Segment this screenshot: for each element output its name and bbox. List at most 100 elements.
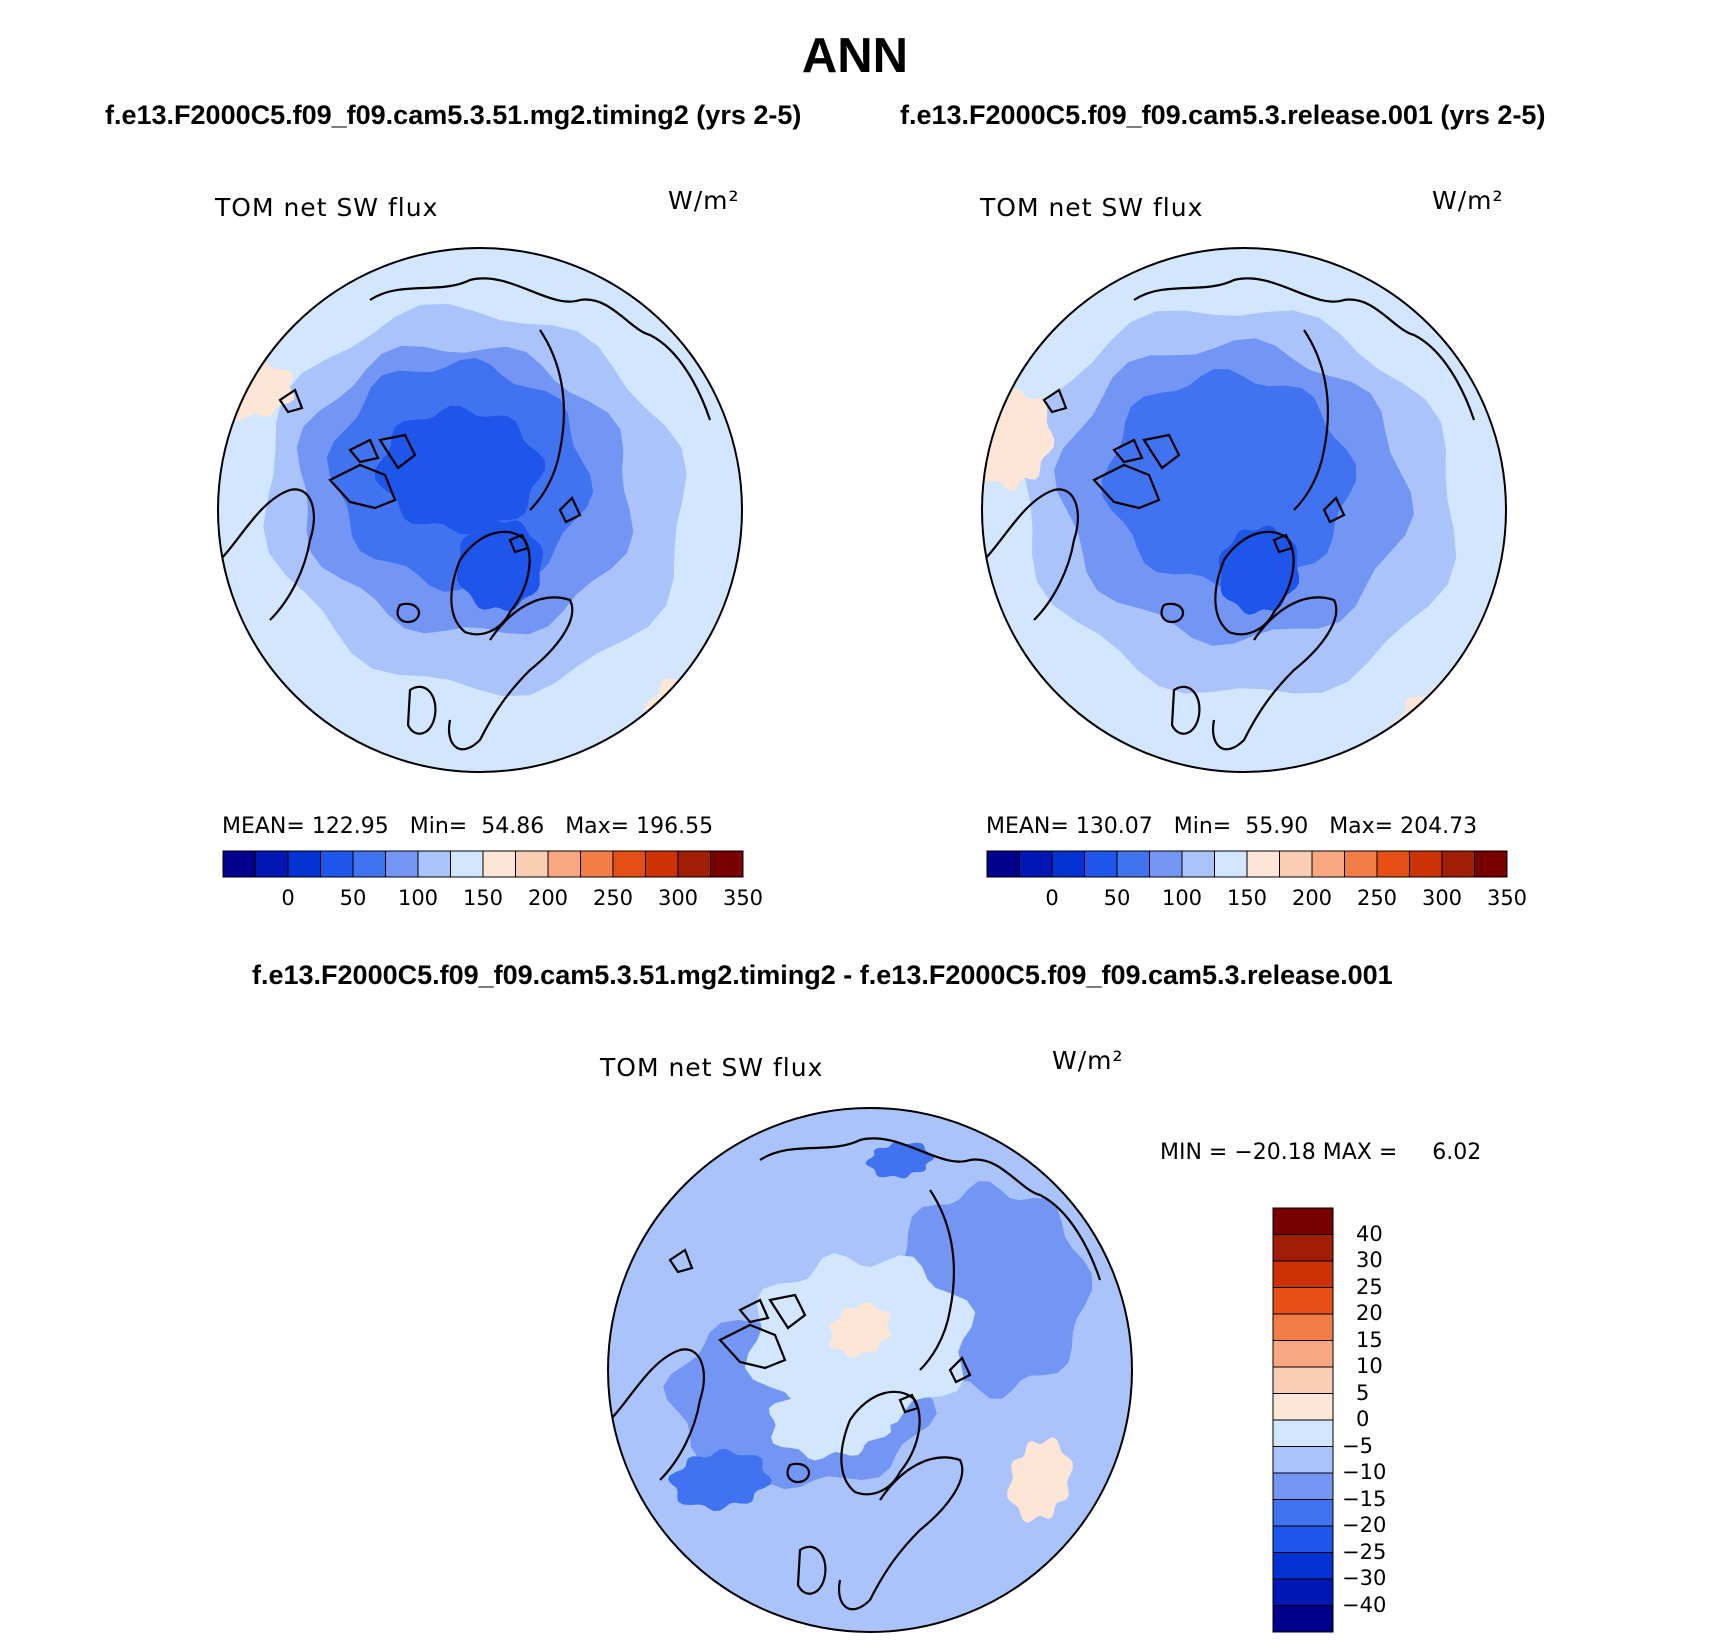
colorbar-box	[1272, 1472, 1334, 1500]
colorbar-box	[1181, 850, 1215, 878]
colorbar-tick-label: −40	[1342, 1592, 1387, 1617]
contour-region	[1189, 426, 1289, 504]
colorbar-box	[1246, 850, 1280, 878]
colorbar-tick-label: 10	[1356, 1354, 1383, 1378]
colorbar-box	[612, 850, 646, 878]
colorbar-box	[1214, 850, 1248, 878]
colorbar-box	[1149, 850, 1183, 878]
colorbar-tick-label: 350	[722, 886, 764, 910]
colorbar-box	[320, 850, 354, 878]
coastlines	[219, 277, 712, 751]
coastlines	[983, 277, 1476, 751]
colorbar-box	[417, 850, 451, 878]
figure-title: ANN	[801, 29, 909, 83]
colorbar-tick-label: 150	[462, 886, 504, 910]
colorbar-box	[1272, 1446, 1334, 1474]
colorbar-box	[1272, 1525, 1334, 1553]
difference-colorbar-ticks: 40 30 25 20 15 10 5 0 −5 −10 −15 −20 −25 −30 −40	[1342, 1208, 1462, 1632]
colorbar-tick-label: 0	[1356, 1407, 1370, 1431]
test-case-title: f.e13.F2000C5.f09_f09.cam5.3.51.mg2.timi…	[105, 100, 802, 130]
colorbar-box	[1272, 1419, 1334, 1447]
colorbar-box	[1409, 850, 1443, 878]
colorbar-box	[1272, 1366, 1334, 1394]
colorbar-tick-label: 150	[1226, 886, 1268, 910]
colorbar-box	[986, 850, 1020, 878]
colorbar-box	[1279, 850, 1313, 878]
test-stats: MEAN= 122.95 Min= 54.86 Max= 196.55	[222, 814, 714, 839]
colorbar-tick-label: −20	[1342, 1513, 1387, 1537]
colorbar-box	[547, 850, 581, 878]
colorbar-box	[450, 850, 484, 878]
control-case-title: f.e13.F2000C5.f09_f09.cam5.3.release.001…	[900, 100, 1546, 130]
colorbar-tick-label: 100	[397, 886, 439, 910]
colorbar-tick-label: 50	[1103, 886, 1131, 910]
colorbar-tick-label: −25	[1342, 1539, 1387, 1564]
colorbar-box	[1272, 1393, 1334, 1421]
colorbar-box	[255, 850, 289, 878]
control-colorbar	[986, 850, 1508, 878]
contour-region	[769, 1379, 891, 1461]
test-polar-map	[217, 247, 743, 773]
control-stats: MEAN= 130.07 Min= 55.90 Max= 204.73	[986, 814, 1478, 839]
colorbar-box	[580, 850, 614, 878]
colorbar-tick-label: 50	[339, 886, 367, 910]
colorbar-tick-label: 350	[1486, 886, 1528, 910]
contour-region	[1218, 525, 1300, 615]
colorbar-box	[1019, 850, 1053, 878]
colorbar-box	[1272, 1287, 1334, 1315]
colorbar-tick-label: 200	[1291, 886, 1333, 910]
colorbar-tick-label: 250	[592, 886, 634, 910]
test-colorbar	[222, 850, 744, 878]
colorbar-box	[385, 850, 419, 878]
colorbar-box	[515, 850, 549, 878]
colorbar-box	[1272, 1260, 1334, 1288]
colorbar-box	[1272, 1340, 1334, 1368]
colorbar-box	[1051, 850, 1085, 878]
colorbar-box	[1344, 850, 1378, 878]
colorbar-tick-label: 20	[1356, 1301, 1383, 1325]
colorbar-box	[1272, 1234, 1334, 1262]
map-boundary	[981, 247, 1507, 773]
coastlines	[609, 1137, 1102, 1611]
control-units-label: W/m²	[1432, 186, 1504, 215]
colorbar-tick-label: −15	[1342, 1486, 1387, 1511]
colorbar-tick-label: 5	[1356, 1380, 1370, 1405]
colorbar-box	[1084, 850, 1118, 878]
contour-region	[865, 1141, 935, 1179]
colorbar-tick-label: 0	[1045, 886, 1059, 910]
colorbar-box	[222, 850, 256, 878]
colorbar-tick-label: −5	[1342, 1433, 1373, 1458]
colorbar-box	[677, 850, 711, 878]
control-polar-map	[981, 247, 1507, 773]
colorbar-tick-label: 100	[1161, 886, 1203, 910]
contour-region	[829, 1302, 891, 1358]
colorbar-tick-label: 30	[1356, 1248, 1383, 1272]
colorbar-box	[1272, 1578, 1334, 1606]
test-units-label: W/m²	[668, 186, 740, 215]
contour-region	[668, 1449, 772, 1511]
colorbar-box	[1441, 850, 1475, 878]
colorbar-box	[1272, 1207, 1334, 1235]
colorbar-box	[1474, 850, 1508, 878]
colorbar-box	[1272, 1605, 1334, 1633]
colorbar-box	[482, 850, 516, 878]
difference-polar-map	[607, 1107, 1133, 1633]
colorbar-tick-label: −10	[1342, 1460, 1387, 1484]
control-variable-label: TOM net SW flux	[980, 193, 1204, 222]
colorbar-box	[1116, 850, 1150, 878]
difference-case-title: f.e13.F2000C5.f09_f09.cam5.3.51.mg2.timi…	[252, 960, 1393, 990]
colorbar-tick-label: 250	[1356, 886, 1398, 910]
colorbar-tick-label: 25	[1356, 1274, 1383, 1299]
colorbar-tick-label: 300	[657, 886, 699, 910]
test-variable-label: TOM net SW flux	[215, 193, 439, 222]
colorbar-tick-label: 200	[527, 886, 569, 910]
colorbar-tick-label: 40	[1356, 1221, 1383, 1246]
control-colorbar-ticks: 0 50 100 150 200 250 300 350	[987, 884, 1527, 914]
difference-variable-label: TOM net SW flux	[600, 1053, 824, 1082]
colorbar-tick-label: −30	[1342, 1566, 1387, 1590]
colorbar-tick-label: 15	[1356, 1327, 1383, 1352]
contour-region	[1007, 1437, 1073, 1523]
colorbar-box	[1376, 850, 1410, 878]
map-boundary	[217, 247, 743, 773]
colorbar-box	[287, 850, 321, 878]
